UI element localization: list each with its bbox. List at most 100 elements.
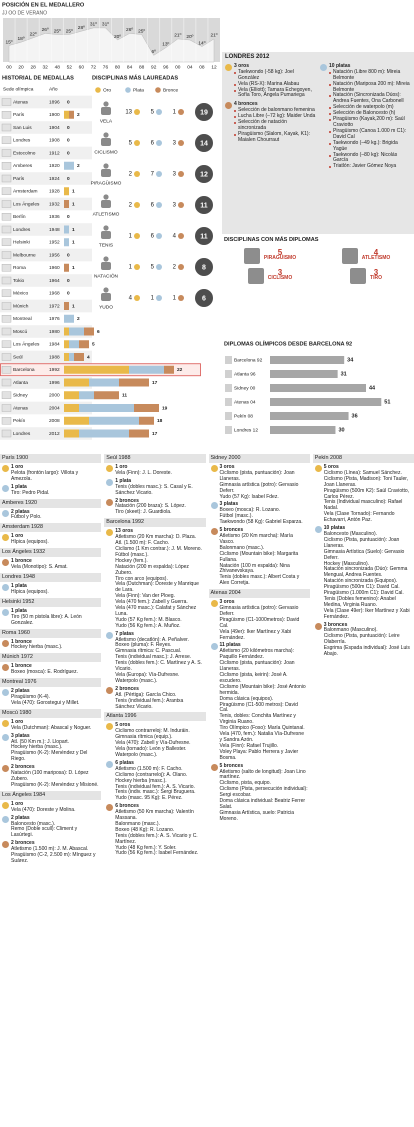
medal-icon (210, 643, 218, 651)
medal-item: Atletismo (50 Km marcha): Valentín Massa… (115, 809, 194, 822)
medal-group: 11 platas Atletismo (20 kilómetros marcha… (209, 643, 310, 761)
legend-label: Oro (103, 87, 111, 93)
medal-item: Gimnasia rítmica (equip.). (115, 734, 173, 741)
medal-item: Ciclismo (Mountain bike): José Antonio h… (219, 683, 306, 696)
year: 1976 (49, 316, 60, 322)
bar-segment (64, 238, 69, 247)
medal-group: 3 oros Taekwondo (-58 kg): Joel González V… (225, 63, 316, 99)
flag (1, 340, 12, 348)
medal-item: Vela (470): Doreste y Molina. (11, 806, 76, 813)
games-title: Montreal 1976 (0, 678, 102, 688)
diploma-grid: 5 PIRAGÜISMO 4 ATLETISMO 3 CICLISMO 3 TIRO (222, 247, 414, 284)
discipline-icon (247, 267, 264, 284)
medal-group: 2 bronces Atl. (Pértiga): García Chico. Te… (104, 686, 205, 711)
icon-head (103, 194, 109, 200)
medal-icon (134, 233, 140, 239)
diploma-count: 3 (373, 268, 379, 277)
year: 1956 (49, 252, 60, 258)
bar (270, 398, 382, 406)
y-tick-label: Barcelona 92 (234, 357, 263, 363)
icon-body (101, 138, 111, 146)
value-label: 21º (174, 33, 181, 39)
group-text: 1 oro Vela (Dutchman): Abascal y Noguer. (11, 719, 91, 732)
flag (1, 391, 12, 399)
host-name: Atenas (13, 99, 29, 105)
medal-item: Natación (200 braza): S. López. (115, 503, 186, 510)
flag (1, 111, 12, 119)
group-text: 1 bronce Boxeo (mosca): E. Rodríguez. (11, 663, 78, 676)
group-text: 3 bronces Balonmano (Masculino). Ciclismo … (324, 622, 412, 658)
group-text: 10 platas Natación (Libre 800 m): Mireia … (329, 63, 411, 170)
group-heading: 2 bronces (115, 497, 139, 504)
medal-item: Piragüismo (Slalom, Kayak, K1): Maialen … (234, 131, 316, 144)
medal-item: Ciclismo, pista, equipo. (219, 780, 271, 787)
medal-icon (156, 140, 162, 146)
icon-head (103, 132, 109, 138)
medal-group: 10 platas Natación (Libre 800 m): Mireia … (320, 63, 411, 170)
flag (1, 251, 12, 259)
bar-segment (79, 340, 89, 349)
medal-item: Natación (Mariposa 200 m): Mireia Belmon… (329, 81, 411, 94)
medal-item: Baloncesto (Masculino). (323, 530, 378, 537)
medal-count: 4 (173, 234, 177, 240)
bar-segment (64, 110, 69, 119)
medal-icon (2, 534, 9, 542)
legend-swatch (95, 87, 101, 93)
bar-segment (94, 391, 119, 400)
flag (1, 200, 12, 208)
box-columns: 3 oros Taekwondo (-58 kg): Joel González V… (225, 63, 411, 173)
flag (1, 213, 12, 221)
bar (270, 384, 366, 392)
games-title: Los Ángeles 1932 (0, 548, 102, 558)
bar-segment (89, 378, 119, 387)
medal-icon (106, 498, 114, 506)
medal-item: Gimnasia rítmica: C. Pascual. (115, 648, 182, 655)
medal-count: 2 (173, 265, 177, 271)
medal-item: Selección de balonmano femenina (234, 107, 316, 114)
medal-icon (2, 639, 9, 647)
total-label: 12 (200, 171, 208, 178)
year: 1936 (49, 214, 60, 220)
medal-icon (210, 465, 218, 472)
bar-segment (129, 365, 164, 374)
flag (1, 225, 12, 234)
games-logo (225, 370, 232, 378)
value-label: 31 (341, 371, 347, 377)
icon-body (101, 200, 111, 208)
medal-icon (156, 233, 162, 239)
value-label: 51 (384, 399, 390, 405)
medal-item: Natación sincronizada (Dúo): Gemma Mengu… (323, 566, 408, 579)
medal-item: Boxeo (48 Kg): R. Lozano. (115, 826, 175, 833)
legend-label: Bronce (163, 87, 179, 93)
medal-item: Atl. (50 Km m.): J. Llopart. (11, 738, 70, 745)
medal-icon (178, 171, 184, 177)
games-title: Barcelona 1992 (104, 518, 206, 528)
medal-icon (314, 622, 322, 630)
medal-item: Vela (Finn): Van der Ploeg. (115, 593, 175, 600)
medal-item: Vela (RS-X): Marina Alabau (234, 81, 316, 88)
medal-item: Natación (Sincronizada Dúos): Andrea Fue… (329, 93, 411, 105)
group-text: 5 oros Ciclismo contrarreloj: M. Induráin… (115, 723, 190, 758)
medal-item: Tiro (skeet): J. Guardiola. (115, 509, 172, 516)
discipline-name: ATLETISMO (93, 211, 120, 217)
bar-segment (64, 340, 69, 349)
bar-segment (64, 365, 129, 374)
medal-icon (134, 295, 140, 301)
bar-segment (84, 327, 94, 336)
medal-item: Waterpolo (masc.). (115, 677, 158, 684)
medal-icon (210, 763, 218, 771)
medal-group: 1 oro Vela (Dutchman): Abascal y Noguer. (0, 719, 101, 732)
medal-group: 2 platas Piragüismo (K-4). Vela (470): Gor… (0, 688, 101, 707)
value-label: 34 (347, 357, 354, 363)
medal-item: Tenis (Dobles femenino): Anabel Medina, … (323, 595, 396, 608)
bar-segment (64, 161, 74, 170)
host-name: Montreal (13, 316, 32, 322)
diploma-name: CICLISMO (267, 274, 293, 281)
year: 1908 (49, 138, 60, 144)
medal-count: 1 (129, 234, 133, 240)
medal-group: 5 bronces Atletismo (salto de longitud): … (209, 763, 310, 823)
medal-item: Yudo (masc. 95 Kg): E. Pérez. (115, 795, 183, 802)
x-tick-label: 12 (211, 64, 217, 70)
y-tick-label: Pekín 08 (234, 413, 253, 419)
most-diplomas: DISCIPLINAS CON MÁS DIPLOMAS 5 PIRAGÜISMO… (222, 236, 414, 336)
